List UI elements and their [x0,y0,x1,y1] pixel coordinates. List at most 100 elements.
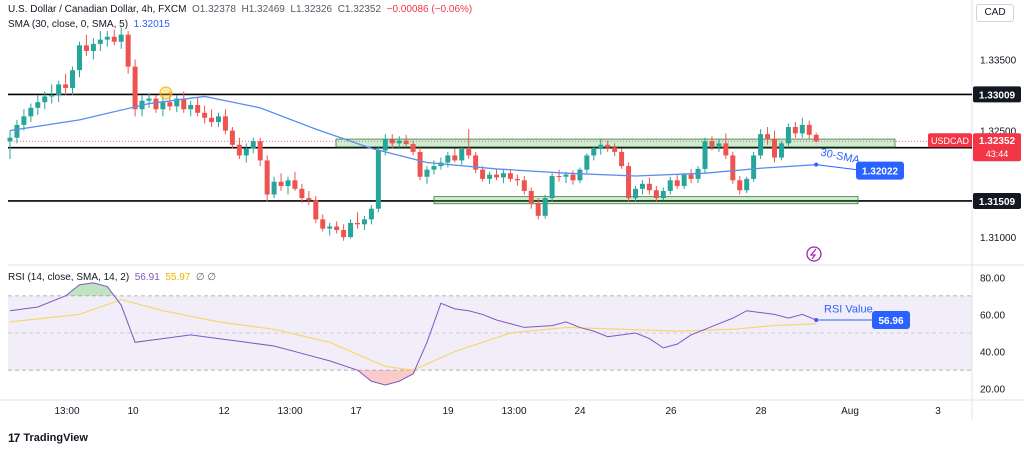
candle-body-82 [577,169,583,181]
candle-body-26 [188,104,194,110]
sma-30-line [9,95,817,177]
price-tick-2: 1.31000 [980,233,1017,244]
candle-body-40 [285,180,291,186]
candle-body-69 [487,174,493,179]
candle-body-116 [813,134,819,142]
candle-body-47 [334,226,340,231]
candle-body-77 [542,198,548,216]
price-tick-1: 1.32500 [980,127,1017,138]
ohlc-change: −0.00086 (−0.06%) [386,4,473,15]
candle-body-106 [744,178,750,191]
time-tick-2: 12 [218,406,230,417]
candle-body-58 [410,144,416,152]
candle-body-25 [181,98,187,110]
time-tick-10: Aug [841,406,859,417]
candle-body-112 [785,127,791,144]
candle-body-46 [327,226,333,229]
candle-body-23 [167,102,173,107]
tradingview-logo[interactable]: 17 TradingView [8,431,88,445]
rsi-overbought-fill [65,282,115,296]
candle-body-66 [466,149,472,156]
candles [7,27,819,241]
horizontal-levels [8,93,972,202]
candle-body-60 [424,169,430,177]
candle-body-86 [605,144,611,148]
level-badge-text-0: 1.33009 [979,90,1016,101]
candle-body-44 [313,200,319,220]
rsi-ma-line [9,298,817,371]
candle-body-1 [14,124,20,138]
candle-body-29 [209,117,215,123]
candle-body-89 [626,166,632,199]
candle-body-36 [257,141,263,161]
candle-body-75 [528,190,534,204]
candle-body-43 [306,198,312,201]
time-tick-9: 28 [755,406,767,417]
candle-body-72 [507,173,513,179]
candle-body-14 [104,36,110,40]
candle-body-63 [445,155,451,163]
candle-body-102 [716,143,722,147]
candle-body-101 [709,141,715,147]
time-tick-3: 13:00 [277,406,302,417]
candle-body-34 [243,148,249,156]
candle-body-78 [549,176,555,199]
rsi-tick-3: 20.00 [980,385,1005,396]
candle-body-5 [42,96,48,103]
price-tick-0: 1.33500 [980,56,1017,67]
candle-body-49 [348,222,354,238]
candle-body-27 [195,104,201,113]
candle-body-24 [174,98,180,107]
event-icon [806,246,822,262]
rsi-legend-extra: ∅ ∅ [195,272,217,283]
sma-legend[interactable]: SMA (30, close, 0, SMA, 5) 1.32015 [8,19,170,30]
candle-body-85 [598,144,604,150]
price-badge [973,133,1021,162]
rsi-annotation: RSI Value [824,304,873,316]
candle-body-54 [382,139,388,151]
time-tick-0: 13:00 [54,406,79,417]
time-tick-6: 13:00 [501,406,526,417]
rsi-legend-value: 56.91 [134,272,160,283]
price-badge-countdown: 43:44 [986,149,1009,159]
rsi-badge-text: 56.96 [878,316,903,327]
candle-body-3 [28,107,34,117]
time-tick-8: 26 [665,406,677,417]
rsi-badge [872,311,910,329]
level-badge-0 [973,86,1021,103]
ohlc-high: H1.32469 [241,4,285,15]
rsi-band [8,295,972,371]
candle-body-80 [563,174,569,177]
candle-body-38 [271,181,277,195]
sma-legend-value: 1.32015 [133,19,170,30]
candle-body-12 [90,43,96,51]
candle-body-92 [646,183,652,191]
zone-1 [433,196,859,205]
candle-body-55 [389,139,395,144]
candle-body-105 [737,180,743,191]
sma-badge [856,161,904,180]
symbol-title: U.S. Dollar / Canadian Dollar, 4h, FXCM [8,4,187,15]
level-badge-2 [973,192,1021,209]
currency-button[interactable]: CAD [976,4,1014,22]
candle-body-104 [730,155,736,181]
candle-body-103 [723,143,729,156]
event-icon-bolt [809,248,817,260]
candle-body-109 [765,134,771,140]
level-badge-text-2: 1.31509 [979,197,1016,208]
candle-body-90 [633,188,638,199]
candle-body-8 [63,84,69,88]
candle-body-13 [97,39,103,44]
sma-annotation: 30-SMA [819,147,861,167]
candle-body-71 [500,173,506,178]
candle-body-31 [222,116,228,131]
rsi-legend-ma-value: 55.97 [165,272,191,283]
candle-body-52 [368,208,374,220]
rsi-legend[interactable]: RSI (14, close, SMA, 14, 2) 56.91 55.97 … [8,272,216,283]
time-tick-1: 10 [127,406,139,417]
candle-body-76 [535,203,541,216]
candle-body-68 [480,169,486,179]
rsi-pane: RSI Value [8,282,972,386]
candle-body-81 [570,174,576,181]
